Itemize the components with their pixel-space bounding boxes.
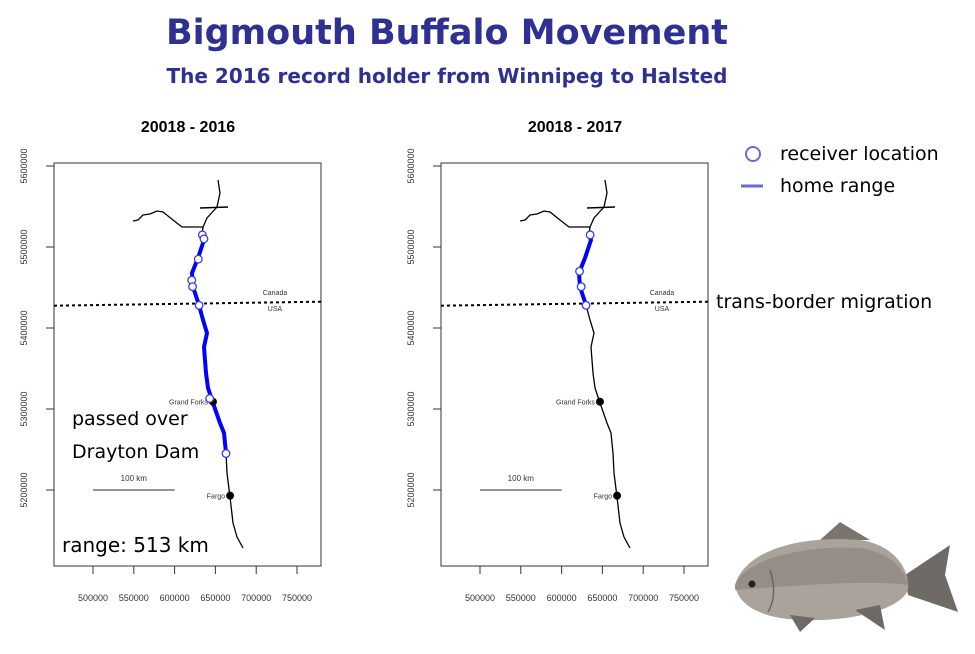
usa-label: USA (655, 306, 670, 313)
lake-winnipeg-line (199, 206, 229, 209)
city-marker (595, 397, 604, 406)
receiver-marker (193, 254, 203, 264)
receiver-marker (221, 449, 231, 458)
y-tick-label: 5200000 (406, 472, 416, 507)
border-line (53, 300, 322, 307)
y-tick-label: 5400000 (19, 310, 29, 345)
annotation-line2: Drayton Dam (72, 441, 199, 463)
city-marker (613, 491, 622, 500)
plot-title: 20018 - 2016 (141, 119, 235, 136)
x-tick-label: 750000 (282, 593, 312, 603)
receiver-marker (585, 230, 595, 240)
plot-frame (53, 162, 322, 567)
y-tick-label: 5600000 (19, 148, 29, 183)
receiver-marker (194, 300, 204, 310)
usa-label: USA (268, 306, 283, 313)
y-tick-label: 5600000 (406, 148, 416, 183)
lake-winnipeg-line (586, 206, 616, 209)
city-label: Fargo (207, 494, 225, 501)
x-tick-label: 500000 (78, 593, 108, 603)
receiver-marker (188, 282, 198, 292)
receiver-marker (199, 234, 209, 244)
legend-home-range-label: home range (780, 175, 895, 197)
receiver-marker (575, 266, 585, 276)
slide-title: Bigmouth Buffalo Movement (166, 13, 728, 53)
canada-label: Canada (263, 290, 288, 297)
x-tick-label: 700000 (628, 593, 658, 603)
x-tick-label: 650000 (200, 593, 230, 603)
plot-2: 20018 - 2017 500000 550000 600000 650000 7000… (406, 119, 709, 603)
x-tick-label: 600000 (160, 593, 190, 603)
trans-border-label: trans-border migration (716, 291, 932, 313)
river-assiniboine (519, 210, 590, 228)
city-label: Grand Forks (169, 400, 208, 407)
x-tick-label: 700000 (241, 593, 271, 603)
legend-receiver-marker (745, 146, 761, 162)
y-tick-label: 5300000 (406, 391, 416, 426)
canada-label: Canada (650, 290, 675, 297)
x-tick-label: 550000 (506, 593, 536, 603)
y-tick-label: 5500000 (19, 229, 29, 264)
city-label: Grand Forks (556, 400, 595, 407)
city-marker (226, 491, 235, 500)
y-tick-label: 5400000 (406, 310, 416, 345)
x-tick-label: 500000 (465, 593, 495, 603)
scale-bar-label: 100 km (121, 474, 148, 483)
x-tick-label: 550000 (119, 593, 149, 603)
y-tick-label: 5200000 (19, 472, 29, 507)
receiver-marker (205, 394, 215, 403)
range-annotation: range: 513 km (62, 533, 209, 557)
home-range-track (189, 232, 229, 456)
x-tick-label: 600000 (547, 593, 577, 603)
city-label: Fargo (594, 494, 612, 501)
x-tick-label: 750000 (669, 593, 699, 603)
receiver-marker (581, 300, 591, 310)
y-tick-label: 5300000 (19, 391, 29, 426)
plot-title: 20018 - 2017 (528, 119, 622, 136)
scale-bar-label: 100 km (508, 474, 535, 483)
receiver-marker (576, 282, 586, 292)
legend-receiver-label: receiver location (780, 143, 939, 165)
river-assiniboine (132, 210, 203, 228)
x-tick-label: 650000 (587, 593, 617, 603)
annotation-line1: passed over (72, 408, 188, 430)
plot-1: 20018 - 2016 500000 550000 600000 650000 7000… (19, 119, 322, 603)
y-tick-label: 5500000 (406, 229, 416, 264)
border-line (440, 300, 709, 307)
slide-subtitle: The 2016 record holder from Winnipeg to … (167, 64, 728, 88)
fish-image (735, 522, 958, 632)
plot-frame (440, 162, 709, 567)
